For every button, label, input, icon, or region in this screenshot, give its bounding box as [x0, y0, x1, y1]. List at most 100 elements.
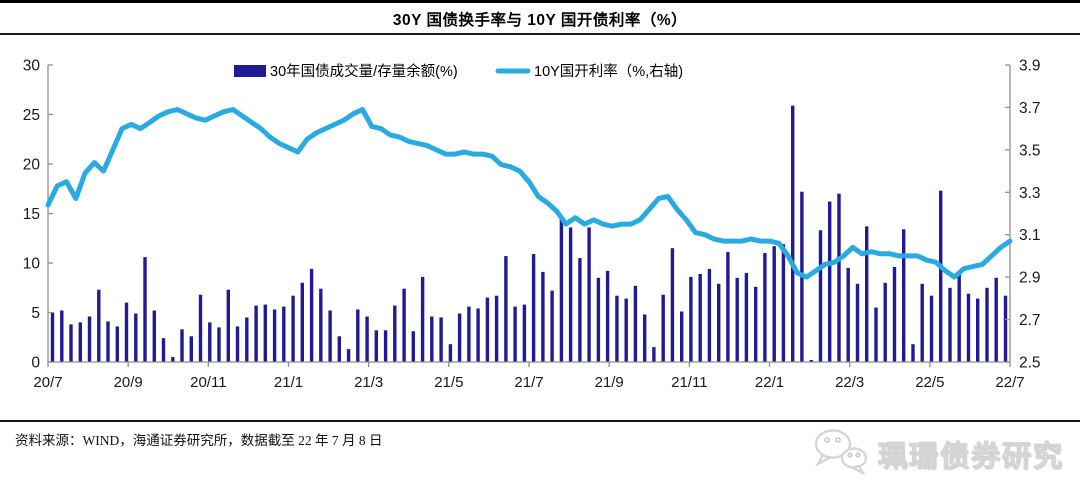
x-axis-label: 21/1: [274, 374, 303, 391]
bar: [596, 277, 601, 362]
bar: [282, 306, 286, 362]
chart-title: 30Y 国债换手率与 10Y 国开债利率（%）: [392, 12, 688, 29]
left-axis-label: 30: [23, 58, 41, 75]
bar: [476, 308, 480, 362]
bar: [198, 294, 203, 362]
bar: [615, 295, 619, 362]
bar: [411, 331, 415, 362]
x-axis-label: 21/5: [434, 374, 463, 391]
bar: [263, 304, 267, 362]
source-note: 资料来源：WIND，海通证券研究所，数据截至 22 年 7 月 8 日: [15, 433, 383, 448]
bar: [143, 257, 147, 362]
bar: [717, 283, 721, 362]
bar: [420, 276, 425, 362]
bar: [189, 336, 193, 362]
x-axis-label: 20/7: [33, 374, 62, 391]
bar: [680, 311, 684, 362]
bar: [272, 309, 277, 362]
bar: [837, 193, 841, 362]
bar: [605, 270, 610, 362]
bar: [365, 316, 369, 362]
bar: [124, 302, 129, 362]
bar: [235, 326, 240, 362]
footer-rule: [0, 420, 1080, 422]
bar: [846, 267, 850, 362]
bar: [337, 336, 341, 362]
left-axis-label: 20: [23, 157, 41, 174]
bar: [578, 258, 582, 362]
bar: [152, 310, 156, 362]
bar: [587, 227, 591, 362]
bar: [643, 314, 647, 362]
bar: [911, 344, 915, 362]
bar: [994, 277, 998, 362]
bar: [652, 347, 656, 362]
bar: [985, 287, 989, 363]
bar: [698, 273, 702, 362]
bar: [467, 306, 471, 362]
bar: [402, 288, 406, 362]
bar: [661, 294, 665, 362]
legend-label-bars: 30年国债成交量/存量余额(%): [270, 62, 458, 80]
bar: [245, 317, 249, 362]
bar: [504, 256, 508, 362]
bar: [809, 360, 813, 362]
legend-swatch-bars: [234, 65, 266, 77]
legend-label-yield: 10Y国开利率（%,右轴): [534, 63, 683, 80]
bar: [134, 313, 138, 362]
x-axis-label: 22/5: [915, 374, 944, 391]
bar: [513, 306, 517, 362]
bar: [309, 268, 314, 362]
combo-chart: 30年国债成交量/存量余额(%) 10Y国开利率（%,右轴) 0 5 10 15 20 2…: [23, 58, 1041, 392]
wechat-icon: [812, 427, 870, 480]
bar: [855, 283, 860, 362]
bar: [541, 271, 545, 362]
bar: [633, 285, 638, 362]
bar: [976, 298, 980, 362]
x-axis-label: 21/9: [595, 374, 624, 391]
bar: [115, 326, 119, 362]
bar: [948, 287, 952, 363]
bar: [171, 357, 175, 362]
bar: [439, 317, 443, 362]
x-axis-label: 20/9: [114, 374, 143, 391]
bar: [226, 289, 230, 362]
bar: [735, 277, 739, 362]
x-axis-label: 22/7: [995, 374, 1024, 391]
bar: [1003, 295, 1008, 362]
bar: [393, 305, 397, 362]
left-axis-label: 15: [23, 206, 40, 223]
yield-line: [45, 107, 1013, 280]
bar: [97, 289, 101, 362]
x-axis-label: 21/7: [514, 374, 543, 391]
bar: [828, 201, 832, 362]
bar: [531, 254, 536, 362]
bar: [939, 190, 943, 362]
bar: [161, 338, 166, 362]
left-axis-label: 0: [31, 355, 40, 372]
bar: [624, 298, 628, 362]
bar: [457, 313, 462, 362]
x-axis-label: 22/1: [755, 374, 784, 391]
right-axis-label: 3.3: [1019, 185, 1041, 202]
bar: [346, 349, 351, 362]
bar: [781, 244, 786, 362]
bar: [670, 248, 675, 362]
bar: [254, 305, 258, 362]
bar: [374, 330, 378, 362]
bar: [568, 227, 573, 362]
bar: [356, 309, 360, 362]
bar: [791, 105, 795, 362]
bar: [707, 268, 712, 362]
left-axis-label: 10: [23, 256, 41, 273]
x-axis-label: 20/11: [190, 374, 226, 391]
bar: [383, 330, 388, 362]
bar: [818, 230, 823, 362]
top-border: [0, 0, 1080, 3]
right-axis-label: 3.5: [1019, 142, 1041, 159]
bar: [550, 290, 554, 362]
bar: [929, 295, 934, 362]
bar: [60, 310, 64, 362]
bar: [772, 246, 776, 362]
bar: [78, 322, 82, 362]
